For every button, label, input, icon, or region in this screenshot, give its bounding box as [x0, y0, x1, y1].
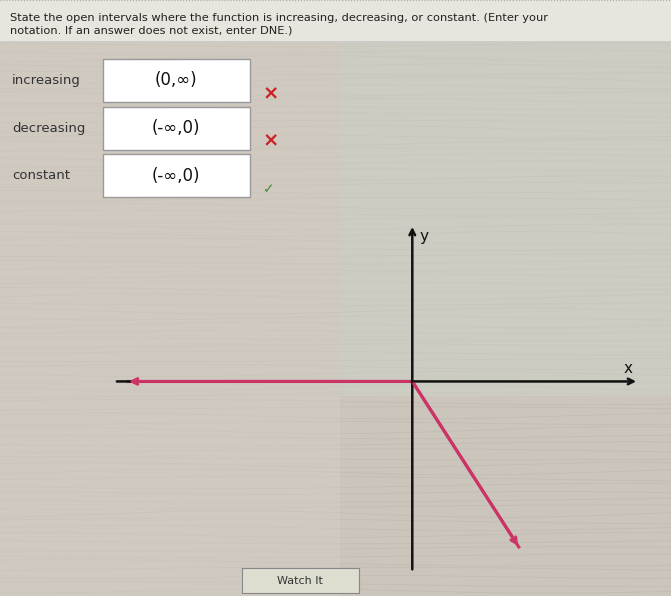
Text: State the open intervals where the function is increasing, decreasing, or consta: State the open intervals where the funct…: [10, 13, 548, 23]
Bar: [0, 0, 340, 596]
Text: x: x: [624, 361, 633, 375]
Text: y: y: [419, 229, 429, 244]
Text: ✓: ✓: [263, 182, 274, 196]
Text: Watch It: Watch It: [277, 576, 323, 585]
Text: (0,∞): (0,∞): [155, 72, 197, 89]
Bar: [0, 0, 671, 41]
Text: (-∞,0): (-∞,0): [152, 119, 201, 137]
Text: notation. If an answer does not exist, enter DNE.): notation. If an answer does not exist, e…: [10, 25, 293, 35]
Text: ×: ×: [263, 84, 279, 103]
Text: ×: ×: [263, 132, 279, 151]
Text: constant: constant: [12, 169, 70, 182]
Bar: [340, 0, 671, 396]
Text: (-∞,0): (-∞,0): [152, 167, 201, 185]
Text: decreasing: decreasing: [12, 122, 85, 135]
Text: increasing: increasing: [12, 74, 81, 87]
